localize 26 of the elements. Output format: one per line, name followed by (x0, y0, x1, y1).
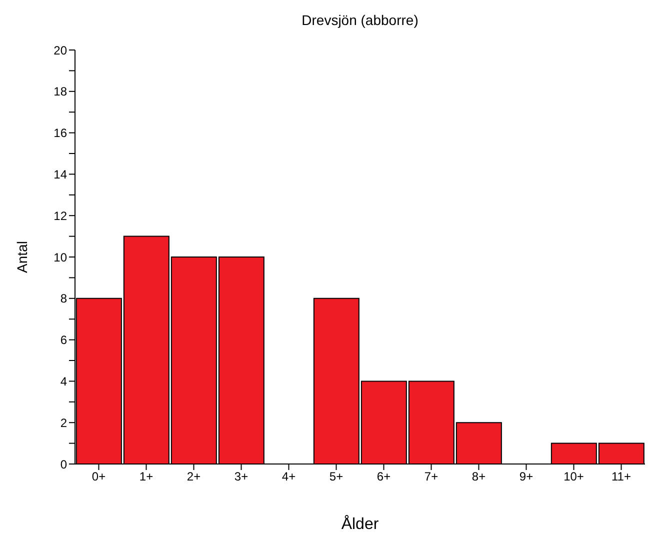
x-tick-label: 7+ (424, 470, 438, 484)
x-tick-label: 3+ (234, 470, 248, 484)
x-tick-label: 5+ (329, 470, 344, 484)
y-axis-title: Antal (14, 241, 30, 273)
x-tick-label: 0+ (92, 470, 106, 484)
y-tick-label: 0 (60, 457, 68, 472)
y-tick-label: 8 (60, 292, 68, 306)
y-tick-label: 2 (60, 416, 68, 430)
x-tick-label: 11+ (612, 470, 631, 484)
x-tick-label: 10+ (564, 470, 584, 484)
chart-title: Drevsjön (abborre) (300, 12, 420, 28)
y-tick-label: 10 (54, 250, 68, 264)
y-tick-label: 4 (60, 374, 68, 388)
x-tick-label: 6+ (376, 470, 391, 484)
y-tick-label: 6 (60, 333, 68, 348)
y-tick-label: 18 (54, 84, 68, 99)
x-tick-label: 2+ (186, 470, 201, 484)
y-tick-label: 16 (54, 126, 68, 140)
y-tick-label: 12 (54, 208, 68, 223)
x-tick-label: 4+ (282, 470, 296, 484)
x-tick-label: 9+ (519, 470, 534, 484)
x-tick-label: 8+ (472, 470, 486, 484)
y-tick-label: 14 (54, 167, 68, 182)
x-tick-label: 1+ (139, 470, 154, 484)
x-axis-title: Ålder (340, 516, 380, 534)
y-tick-label: 20 (54, 43, 68, 58)
